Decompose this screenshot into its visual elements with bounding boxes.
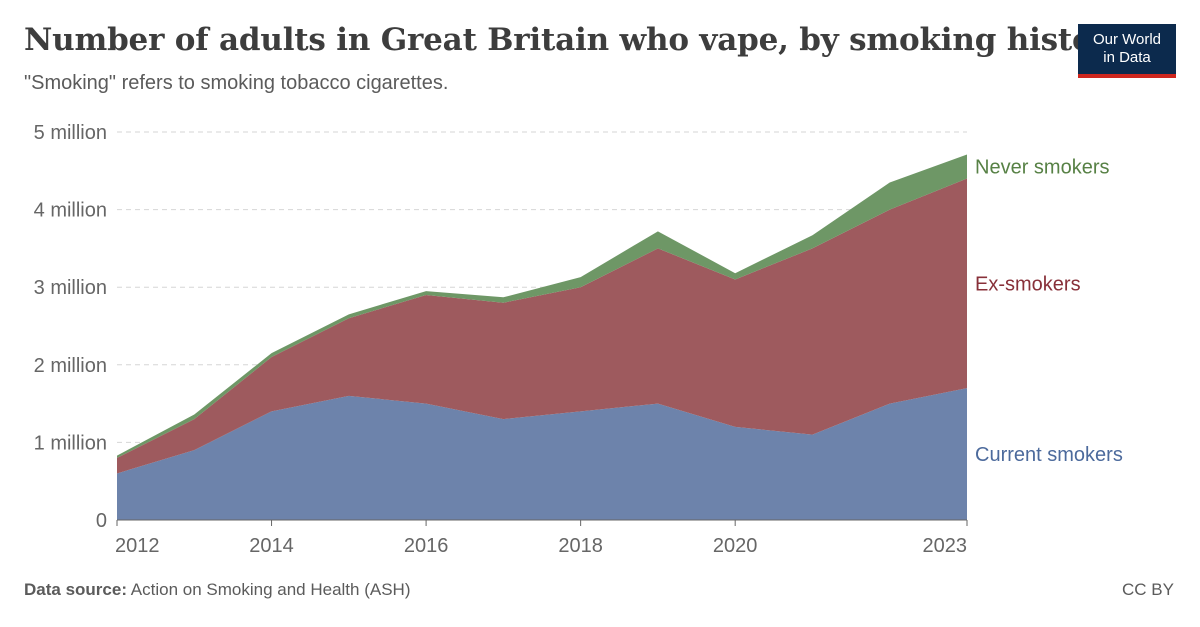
logo-line-1: Our World bbox=[1092, 31, 1162, 48]
x-tick-label: 2014 bbox=[249, 535, 294, 557]
chart-title: Number of adults in Great Britain who va… bbox=[24, 22, 1127, 58]
data-source-text: Action on Smoking and Health (ASH) bbox=[130, 580, 411, 599]
x-tick-label: 2016 bbox=[404, 535, 449, 557]
x-tick-label: 2020 bbox=[713, 535, 758, 557]
area-ex-smokers[interactable] bbox=[117, 178, 967, 474]
y-tick-label: 2 million bbox=[34, 355, 107, 377]
data-source: Data source: Action on Smoking and Healt… bbox=[24, 580, 410, 600]
license-link[interactable]: CC BY bbox=[1122, 580, 1174, 599]
series-label-ex-smokers: Ex-smokers bbox=[975, 273, 1081, 295]
axes: 0 1 million 2 million 3 million 4 million 5 m… bbox=[34, 122, 968, 557]
y-tick-label: 4 million bbox=[34, 200, 107, 222]
x-tick-label: 2012 bbox=[115, 535, 160, 557]
data-source-label: Data source: bbox=[24, 580, 127, 599]
x-tick-label: 2018 bbox=[558, 535, 603, 557]
y-tick-label: 1 million bbox=[34, 432, 107, 454]
area-current-smokers[interactable] bbox=[117, 388, 967, 520]
owid-logo[interactable]: Our World in Data bbox=[1078, 24, 1176, 78]
series-label-never-smokers: Never smokers bbox=[975, 157, 1109, 179]
y-tick-label: 0 bbox=[96, 510, 107, 532]
chart-subtitle: "Smoking" refers to smoking tobacco ciga… bbox=[24, 72, 449, 94]
area-series bbox=[117, 154, 967, 520]
y-tick-label: 5 million bbox=[34, 122, 107, 144]
series-labels: Current smokers Ex-smokers Never smokers bbox=[975, 157, 1123, 467]
y-tick-label: 3 million bbox=[34, 277, 107, 299]
logo-line-2: in Data bbox=[1103, 49, 1151, 66]
x-tick-label: 2023 bbox=[923, 535, 968, 557]
series-label-current-smokers: Current smokers bbox=[975, 444, 1123, 466]
